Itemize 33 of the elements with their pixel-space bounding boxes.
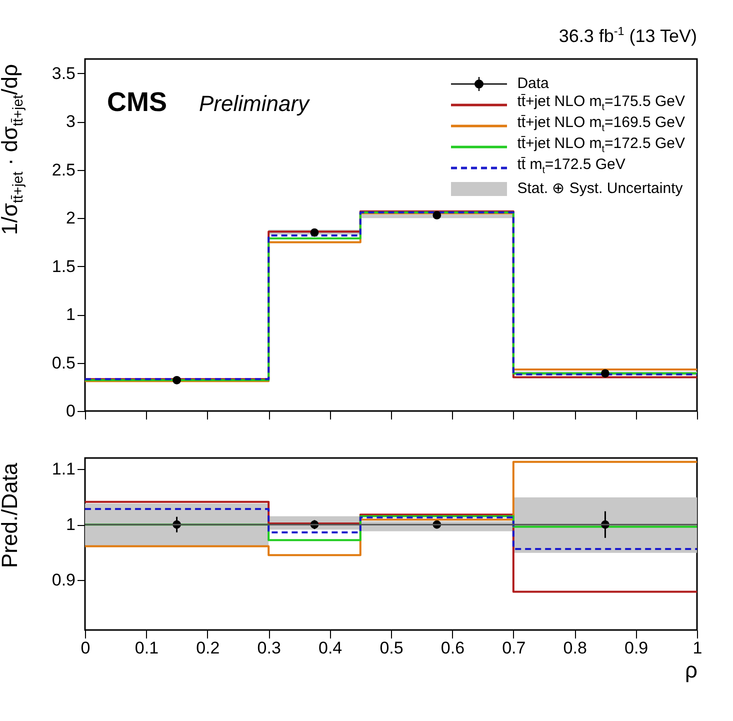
x-tick-label: 0.4 — [318, 638, 342, 658]
x-tick-label: 0.9 — [624, 638, 648, 658]
y-tick-label: 3 — [66, 112, 76, 132]
x-axis-title: ρ — [684, 658, 698, 682]
y-tick-label: 1 — [66, 515, 76, 534]
y-axis-title: Pred./Data — [0, 463, 23, 568]
y-tick-label: 1 — [66, 305, 76, 324]
legend-label: tt̄+jet NLO m$_{t}$=172.5 GeV — [517, 134, 685, 154]
y-tick-label: 2 — [66, 208, 76, 228]
legend-label: tt̄+jet NLO m$_{t}$=169.5 GeV — [517, 114, 685, 134]
x-tick-label: 0 — [80, 638, 90, 658]
legend-label: Data — [517, 74, 549, 94]
y-tick-label: 1.5 — [52, 256, 76, 276]
x-tick-label: 0.2 — [196, 638, 220, 658]
x-tick-label: 0.8 — [563, 638, 587, 658]
y-tick-label: 0.5 — [52, 353, 76, 372]
annotation: Preliminary — [199, 91, 310, 117]
annotation: CMS — [107, 87, 167, 118]
y-tick-label: 3.5 — [52, 64, 76, 83]
y-tick-label: 0.9 — [52, 570, 76, 590]
x-tick-label: 0.1 — [134, 638, 159, 658]
x-tick-label: 0.3 — [257, 638, 281, 658]
y-tick-label: 1.1 — [52, 460, 76, 479]
x-tick-label: 0.6 — [440, 638, 465, 658]
y-tick-label: 2.5 — [52, 160, 76, 180]
legend-label: Stat. ⊕ Syst. Uncertainty — [517, 178, 683, 198]
x-tick-label: 0.5 — [380, 638, 404, 658]
legend-label: tt̄ m$_{t}$=172.5 GeV — [517, 154, 626, 178]
x-tick-label: 0.7 — [502, 638, 526, 658]
y-tick-label: 0 — [66, 402, 76, 420]
x-tick-label: 1 — [692, 638, 702, 658]
chart-subtitle: 36.3 fb$^{-1}$ (13 TeV) — [558, 25, 697, 47]
legend-label: tt̄+jet NLO m$_{t}$=175.5 GeV — [517, 92, 685, 112]
